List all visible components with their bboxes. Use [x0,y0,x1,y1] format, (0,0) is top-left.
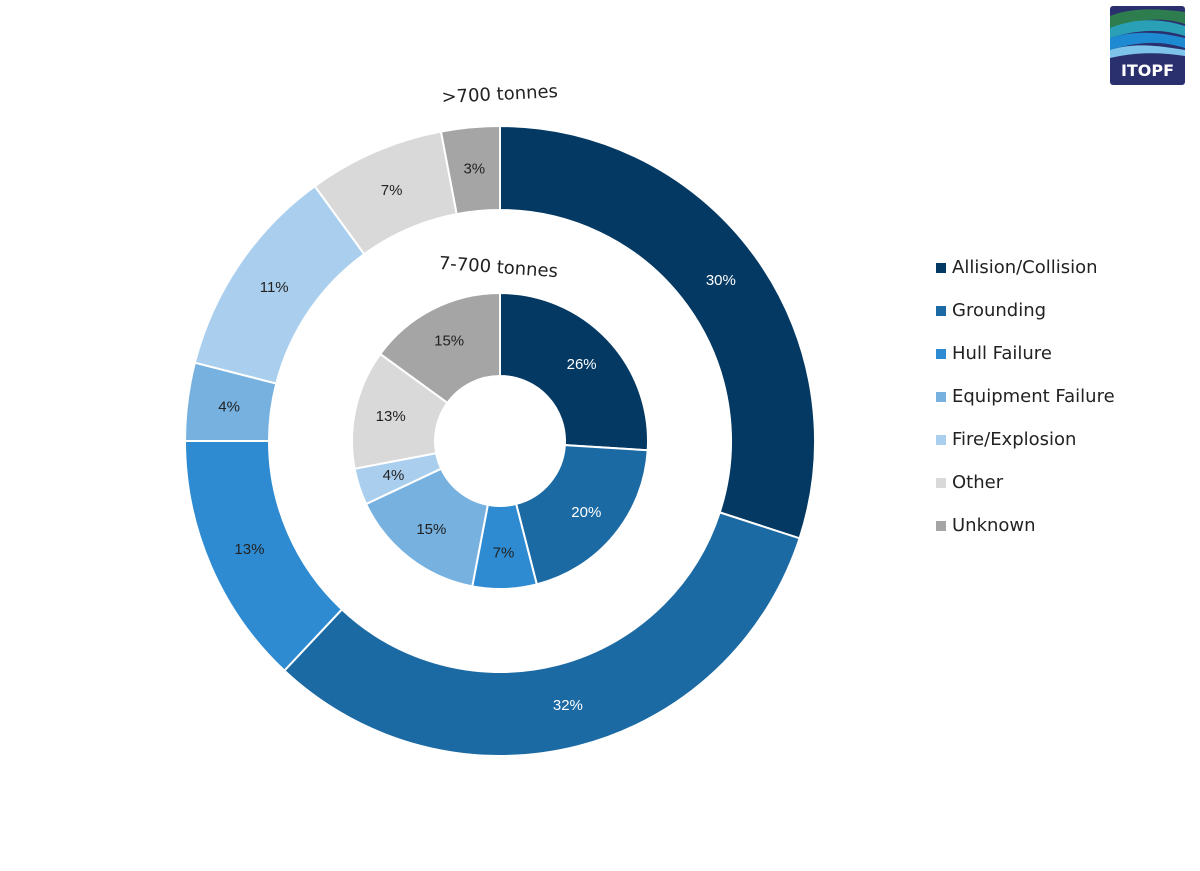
inner-slice-allision-collision [499,291,649,452]
outer-label-hull-failure: 13% [234,541,264,558]
outer-label-unknown: 3% [463,161,485,178]
outer-label-fire-explosion: 11% [260,279,289,296]
legend-label: Grounding [952,300,1047,321]
outer-ring [183,124,816,757]
legend-swatch [936,348,946,359]
inner-label-grounding: 20% [571,504,601,521]
outer-ring-title: >700 tonnes [441,81,558,108]
legend-label: Unknown [952,515,1036,536]
outer-label-equipment-failure: 4% [218,398,240,415]
legend-label: Equipment Failure [952,386,1115,407]
inner-label-unknown: 15% [434,333,464,350]
inner-slice-grounding [514,444,649,586]
legend-label: Hull Failure [952,343,1052,364]
legend-label: Fire/Explosion [952,429,1077,450]
inner-label-hull-failure: 7% [493,544,515,561]
svg-text:ITOPF: ITOPF [1121,61,1174,80]
outer-slice-unknown [439,124,501,216]
inner-label-fire-explosion: 4% [383,467,405,484]
inner-slice-unknown [378,291,501,405]
legend-label: Allision/Collision [952,257,1098,278]
outer-label-grounding: 32% [553,697,583,714]
outer-slice-allision-collision [499,124,816,540]
legend-item-other: Other [936,461,1115,504]
legend-swatch [936,477,946,488]
legend-swatch [936,391,946,402]
inner-label-equipment-failure: 15% [416,521,446,538]
legend-item-hull-failure: Hull Failure [936,332,1115,375]
legend-label: Other [952,472,1004,493]
chart-legend: Allision/Collision Grounding Hull Failure E… [936,246,1115,547]
inner-label-allision-collision: 26% [567,356,597,373]
legend-item-grounding: Grounding [936,289,1115,332]
legend-swatch [936,305,946,316]
itopf-logo: ITOPF [1110,6,1185,85]
legend-item-unknown: Unknown [936,504,1115,547]
outer-label-allision-collision: 30% [706,272,736,289]
legend-swatch [936,434,946,445]
outer-label-other: 7% [381,182,403,199]
legend-item-equipment-failure: Equipment Failure [936,375,1115,418]
legend-item-fire-explosion: Fire/Explosion [936,418,1115,461]
legend-swatch [936,520,946,531]
legend-swatch [936,262,946,273]
percentage-labels: 30% 32% 13% 4% 11% 7% 3% 26% 20% 7% 15% 4% 13% 15% [218,161,736,714]
inner-label-other: 13% [376,408,406,425]
inner-ring-title: 7-700 tonnes [438,253,559,282]
inner-ring [351,291,649,590]
outer-slice-grounding [282,511,801,757]
legend-item-allision-collision: Allision/Collision [936,246,1115,289]
